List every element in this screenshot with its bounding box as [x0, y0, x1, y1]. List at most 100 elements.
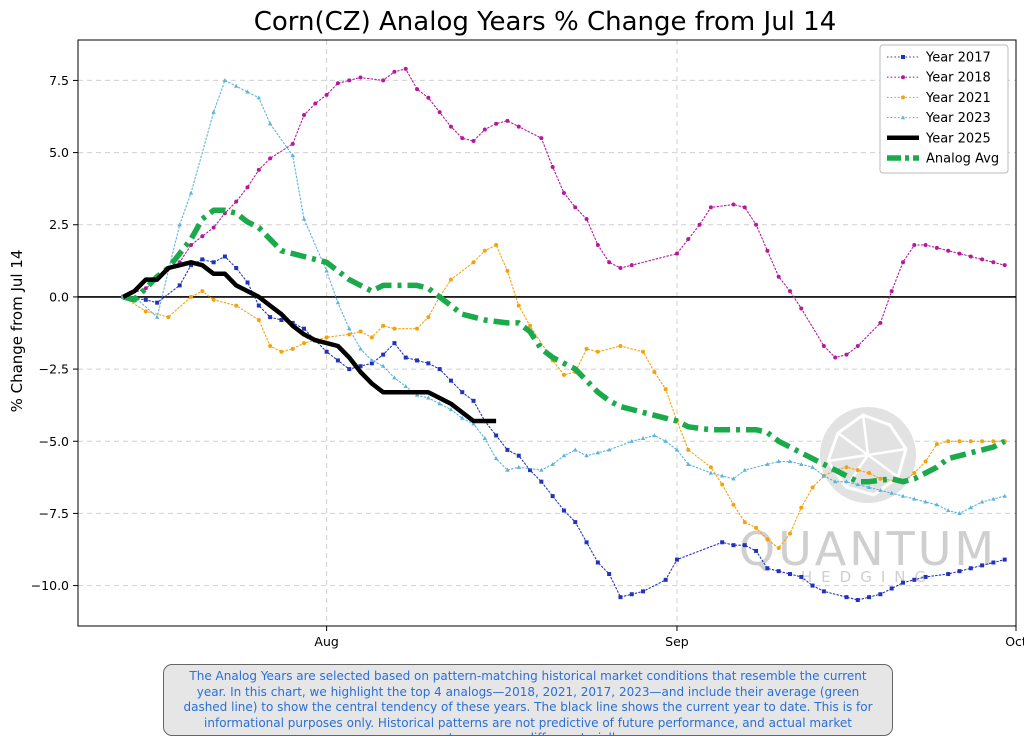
- series-point-year-2021: [968, 439, 973, 444]
- series-point-year-2023: [855, 482, 860, 487]
- legend-label: Year 2021: [925, 91, 991, 106]
- series-point-year-2017: [381, 352, 386, 357]
- series-point-year-2023: [482, 435, 488, 440]
- series-point-year-2017: [302, 326, 307, 331]
- series-point-year-2017: [968, 566, 973, 571]
- series-point-year-2023: [471, 421, 476, 426]
- series-point-year-2018: [878, 320, 883, 325]
- series-point-year-2018: [302, 113, 307, 118]
- series-point-year-2023: [640, 435, 646, 440]
- series-point-year-2021: [799, 505, 804, 510]
- series-point-year-2017: [663, 577, 668, 582]
- series-point-year-2017: [347, 367, 352, 372]
- series-point-year-2023: [211, 109, 216, 114]
- series-point-year-2018: [211, 225, 216, 230]
- series-point-year-2017: [448, 378, 453, 383]
- series-point-year-2018: [731, 202, 736, 207]
- series-point-year-2023: [765, 461, 770, 466]
- series-point-year-2023: [584, 453, 589, 458]
- series-point-year-2017: [437, 367, 442, 372]
- legend-marker: [901, 55, 905, 59]
- series-point-year-2023: [606, 447, 612, 452]
- series-point-year-2023: [889, 490, 894, 495]
- series-point-year-2017: [844, 595, 849, 600]
- series-point-year-2018: [550, 165, 555, 170]
- series-point-year-2023: [979, 499, 985, 504]
- series-point-year-2018: [494, 121, 499, 126]
- series-point-year-2017: [889, 586, 894, 591]
- series-point-year-2021: [980, 439, 985, 444]
- series-point-year-2018: [313, 101, 318, 106]
- series-point-year-2021: [561, 372, 566, 377]
- series-point-year-2018: [629, 263, 634, 268]
- series-point-year-2017: [494, 433, 499, 438]
- series-point-year-2021: [731, 502, 736, 507]
- series-point-year-2023: [799, 461, 804, 466]
- series-point-year-2021: [912, 471, 917, 476]
- series-line-year-2021: [122, 244, 1006, 549]
- series-point-year-2021: [415, 326, 420, 331]
- series-point-year-2018: [742, 205, 747, 210]
- series-point-year-2021: [618, 343, 623, 348]
- series-point-year-2017: [471, 398, 476, 403]
- series-point-year-2021: [200, 289, 205, 294]
- series-point-year-2017: [256, 303, 261, 308]
- series-point-year-2023: [516, 464, 521, 469]
- series-point-year-2021: [256, 318, 261, 323]
- x-tick-label: Sep: [665, 634, 689, 649]
- series-point-year-2017: [324, 349, 329, 354]
- legend-item-year-2025: Year 2025: [887, 131, 991, 146]
- legend-item-year-2017: Year 2017: [887, 51, 991, 66]
- legend-marker: [900, 115, 906, 120]
- series-point-year-2018: [189, 242, 194, 247]
- series-point-year-2023: [719, 473, 725, 478]
- series-point-year-2021: [652, 369, 657, 374]
- series-point-year-2017: [516, 453, 521, 458]
- series-point-year-2023: [991, 496, 996, 501]
- y-tick-label: 2.5: [49, 217, 69, 232]
- series-point-year-2018: [607, 260, 612, 265]
- series-point-year-2017: [912, 577, 917, 582]
- series-point-year-2023: [256, 95, 262, 100]
- series-point-year-2017: [403, 355, 408, 360]
- series-point-year-2017: [674, 557, 679, 562]
- series-point-year-2017: [528, 468, 533, 473]
- series-point-year-2017: [776, 569, 781, 574]
- series-point-year-2017: [731, 543, 736, 548]
- legend-label: Analog Avg: [926, 152, 999, 167]
- series-point-year-2023: [663, 438, 668, 443]
- series-point-year-2021: [358, 329, 363, 334]
- series-point-year-2023: [245, 89, 250, 94]
- series-point-year-2017: [335, 358, 340, 363]
- series-point-year-2017: [607, 572, 612, 577]
- series-point-year-2023: [460, 415, 465, 420]
- series-point-year-2017: [742, 543, 747, 548]
- series-point-year-2018: [539, 136, 544, 141]
- series-point-year-2021: [787, 531, 792, 536]
- series-point-year-2017: [155, 300, 160, 305]
- series-point-year-2021: [855, 468, 860, 473]
- series-line-year-2025: [122, 260, 497, 424]
- legend: Year 2017 Year 2018 Year 2021 Year 2023 Year…: [879, 44, 1009, 174]
- series-point-year-2017: [211, 260, 216, 265]
- legend-item-year-2018: Year 2018: [887, 71, 991, 86]
- series-point-year-2023: [866, 485, 872, 490]
- series-point-year-2018: [573, 205, 578, 210]
- watermark-brand: QUANTUM: [739, 522, 997, 576]
- series-point-year-2017: [561, 508, 566, 513]
- series-point-year-2023: [380, 363, 386, 368]
- series-point-year-2018: [324, 92, 329, 97]
- series-year-2021: [121, 242, 1007, 551]
- series-point-year-2018: [674, 251, 679, 256]
- series-point-year-2021: [482, 248, 487, 253]
- series-lines: [121, 66, 1007, 603]
- series-point-year-2018: [505, 118, 510, 123]
- series-point-year-2017: [245, 280, 250, 285]
- series-point-year-2021: [381, 323, 386, 328]
- series-point-year-2018: [335, 81, 340, 86]
- series-point-year-2023: [335, 300, 341, 305]
- series-line-analog-avg: [122, 207, 1006, 485]
- series-point-year-2017: [980, 563, 985, 568]
- series-point-year-2018: [268, 156, 273, 161]
- series-point-year-2018: [460, 136, 465, 141]
